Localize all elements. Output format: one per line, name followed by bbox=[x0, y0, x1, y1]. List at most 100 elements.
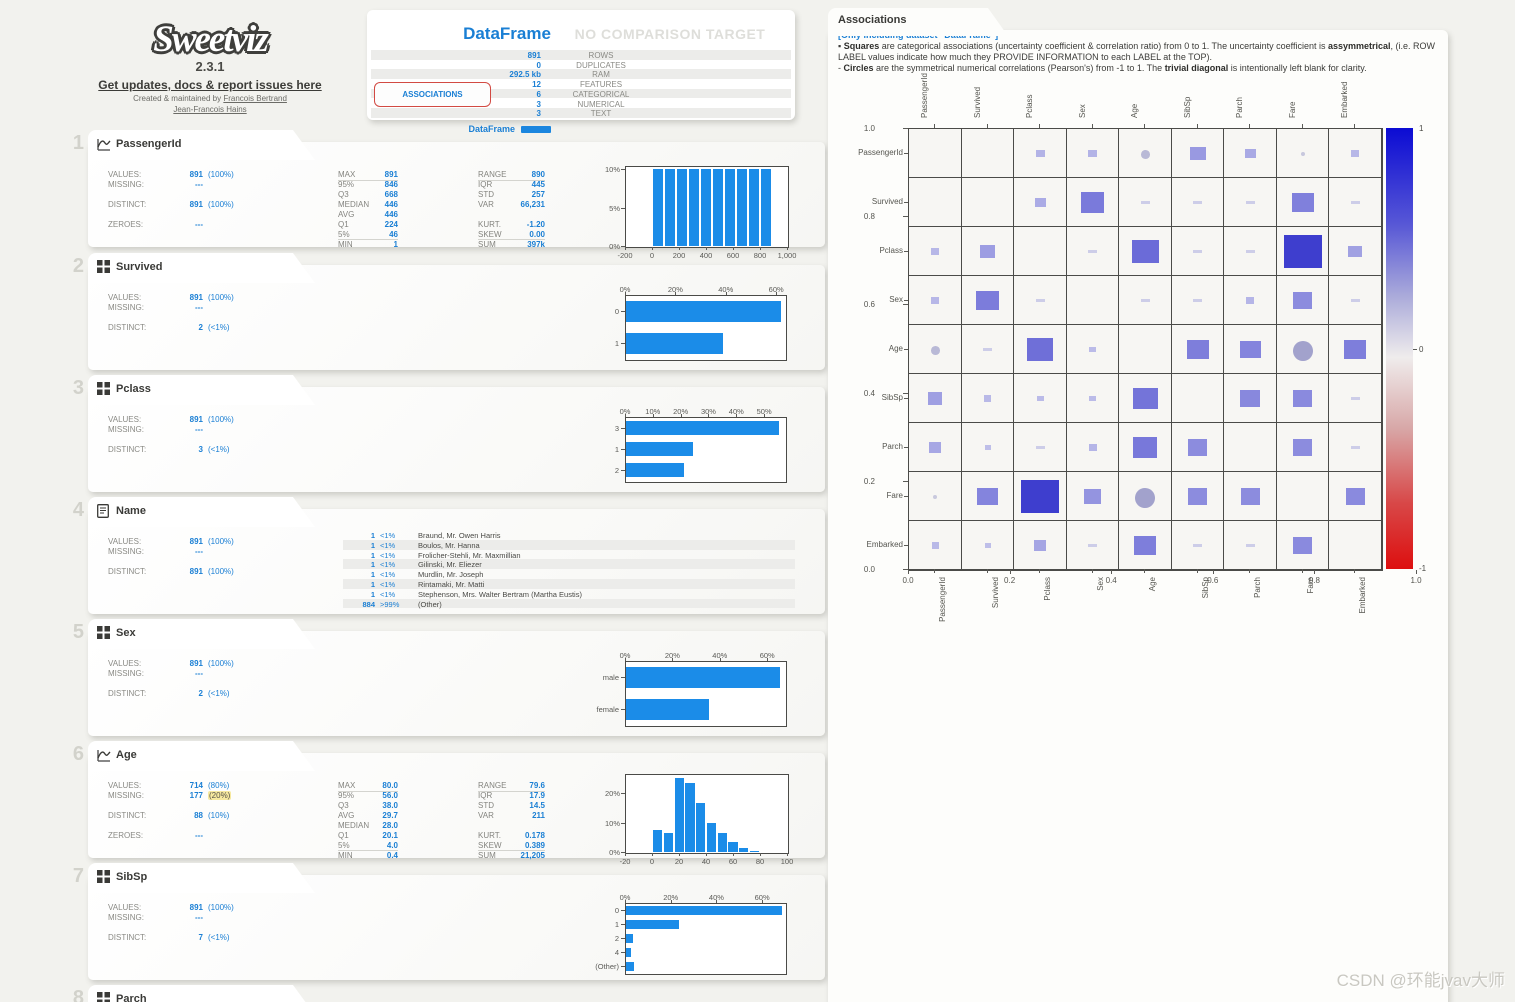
association-square bbox=[1283, 234, 1322, 269]
association-dash bbox=[1350, 201, 1360, 204]
x-axis-tick-label: 0.4 bbox=[1105, 576, 1117, 585]
y-tick bbox=[621, 207, 625, 209]
matrix-cell bbox=[1224, 129, 1277, 178]
y-axis-tick-label: 0.4 bbox=[863, 388, 875, 398]
item-count: 1 bbox=[370, 550, 375, 560]
matrix-column-label-bottom: Pclass bbox=[1043, 577, 1053, 601]
y-tick-label: 10% bbox=[604, 165, 620, 175]
numstat-label: RANGE bbox=[478, 170, 507, 179]
feature-card-tab[interactable] bbox=[88, 985, 315, 1002]
category-bar bbox=[626, 698, 710, 720]
column-tick-bottom bbox=[1039, 569, 1041, 573]
association-dash bbox=[1088, 250, 1098, 253]
associations-button[interactable]: ASSOCIATIONS bbox=[374, 82, 491, 107]
csdn-watermark: CSDN @环能jvav大师 bbox=[1336, 971, 1505, 990]
stat-pct: (100%) bbox=[208, 200, 234, 209]
y-axis-tick bbox=[903, 304, 908, 306]
numstat-value: 211 bbox=[532, 811, 545, 820]
item-pct: <1% bbox=[380, 589, 396, 599]
x-tick-label: 100 bbox=[780, 857, 794, 866]
feature-card-tab[interactable] bbox=[88, 375, 315, 405]
feature-title: Pclass bbox=[116, 383, 151, 395]
correlation-circle bbox=[1292, 341, 1313, 361]
category-bar bbox=[626, 919, 680, 929]
category-label: 0 bbox=[614, 307, 619, 316]
histogram-bar bbox=[674, 778, 684, 852]
category-bar bbox=[626, 947, 631, 957]
numstat-label: SKEW bbox=[478, 230, 502, 239]
column-tick-bottom bbox=[1301, 569, 1303, 573]
x-tick bbox=[625, 853, 626, 856]
feature-card-tab[interactable] bbox=[88, 619, 315, 649]
stat-label: MISSING: bbox=[108, 425, 145, 434]
column-tick-bottom bbox=[1091, 569, 1093, 573]
matrix-cell bbox=[1119, 521, 1172, 570]
feature-card-tab[interactable] bbox=[88, 863, 315, 893]
row-tick bbox=[904, 299, 908, 301]
numstat-value: 14.5 bbox=[529, 801, 545, 810]
feature-card-tab[interactable] bbox=[88, 130, 315, 160]
matrix-cell bbox=[1066, 129, 1119, 178]
author-link[interactable]: Francois Bertrand bbox=[223, 94, 287, 103]
category-label: 2 bbox=[614, 466, 619, 476]
numstat-value: 891 bbox=[384, 170, 398, 179]
axis-tick bbox=[736, 414, 738, 417]
matrix-cell bbox=[1119, 178, 1172, 227]
column-tick-bottom bbox=[1354, 569, 1356, 573]
updates-link[interactable]: Get updates, docs & report issues here bbox=[98, 78, 322, 92]
correlation-circle bbox=[1300, 151, 1305, 156]
stat-value: --- bbox=[195, 220, 203, 229]
matrix-row-label: Sex bbox=[889, 294, 903, 304]
feature-card-tab[interactable] bbox=[88, 497, 315, 527]
association-square bbox=[1240, 488, 1260, 505]
matrix-cell bbox=[909, 178, 962, 227]
matrix-cell bbox=[961, 423, 1014, 472]
stat-label: MISSING: bbox=[108, 180, 145, 189]
histogram-bar bbox=[653, 829, 663, 852]
category-tick bbox=[621, 966, 625, 967]
stat-pct: (100%) bbox=[208, 170, 234, 179]
summary-row: 891 ROWS bbox=[371, 50, 791, 60]
numstat-value: 1 bbox=[393, 240, 398, 249]
category-bar bbox=[626, 463, 684, 478]
feature-index: 5 bbox=[72, 621, 84, 643]
x-axis-tick bbox=[1009, 570, 1011, 574]
list-item: 1 <1% Frolicher-Stehli, Mr. Maxmillian bbox=[343, 550, 795, 560]
axis-tick-label: 20% bbox=[663, 893, 679, 902]
axis-tick-label: 40% bbox=[718, 285, 734, 294]
feature-card-tab[interactable] bbox=[88, 741, 315, 771]
summary-label: FEATURES bbox=[579, 80, 623, 90]
numstat-value: 0.389 bbox=[524, 841, 545, 850]
list-item: 1 <1% Rintamaki, Mr. Matti bbox=[343, 579, 795, 589]
dataframe-title: DataFrame bbox=[463, 24, 551, 43]
colorbar bbox=[1386, 128, 1413, 569]
feature-title: Name bbox=[116, 505, 146, 517]
matrix-cell bbox=[1119, 129, 1172, 178]
row-tick bbox=[904, 250, 908, 252]
matrix-cell bbox=[1171, 521, 1224, 570]
circles-note: - Circles are the symmetrical numerical … bbox=[838, 63, 1438, 74]
stat-value: 891 bbox=[189, 567, 203, 576]
stat-value: 891 bbox=[189, 537, 203, 546]
associations-title: Associations bbox=[838, 14, 907, 26]
y-axis-tick bbox=[903, 480, 908, 482]
feature-index: 1 bbox=[72, 132, 84, 154]
axis-tick bbox=[776, 292, 778, 295]
matrix-cell bbox=[1014, 227, 1067, 276]
version-label: 2.3.1 bbox=[195, 59, 225, 74]
matrix-cell bbox=[1066, 423, 1119, 472]
y-tick-label: 10% bbox=[604, 818, 620, 828]
association-square bbox=[1131, 239, 1159, 264]
summary-value: 0 bbox=[536, 60, 541, 70]
stat-pct: (80%) bbox=[208, 781, 230, 790]
designer-link[interactable]: Jean-Francois Hains bbox=[173, 105, 247, 114]
category-tick bbox=[621, 709, 625, 710]
row-tick bbox=[904, 152, 908, 154]
x-axis-tick-label: 1.0 bbox=[1410, 576, 1422, 585]
axis-tick bbox=[625, 900, 626, 903]
matrix-column-label-top: Fare bbox=[1287, 101, 1297, 118]
separator bbox=[338, 850, 398, 851]
feature-card-tab[interactable] bbox=[88, 253, 315, 283]
matrix-cell bbox=[1171, 374, 1224, 423]
association-square bbox=[1035, 149, 1045, 158]
